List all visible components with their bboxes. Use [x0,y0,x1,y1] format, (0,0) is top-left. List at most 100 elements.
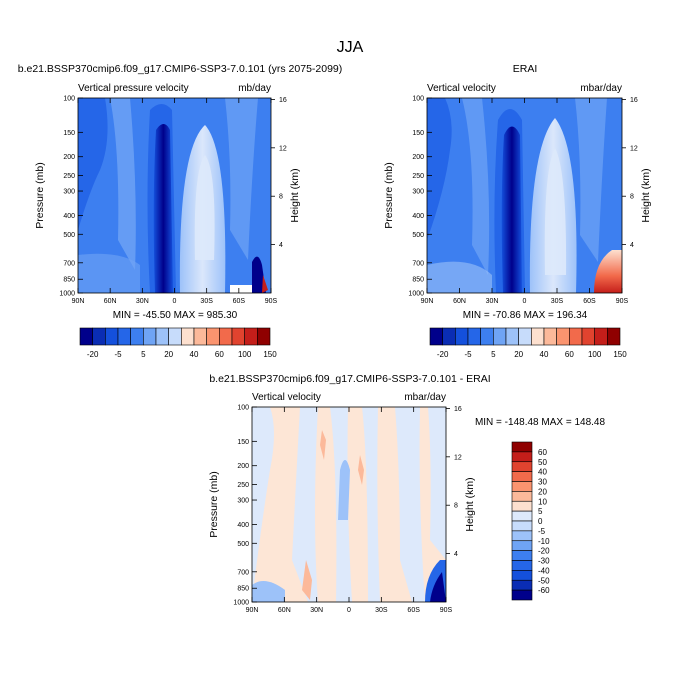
colorbar-label: 5 [538,507,543,516]
colorbar-swatch [511,560,533,571]
y-tick-label: 850 [412,277,424,284]
panel-model-stats: MIN = -45.50 MAX = 985.30 [113,310,238,321]
colorbar-label: -20 [87,350,99,359]
colorbar-label: 40 [540,350,549,359]
panel-obs-left-label: Vertical velocity [427,83,496,94]
x-tick-label: 60S [407,607,420,614]
panel-diff-stats: MIN = -148.48 MAX = 148.48 [475,417,606,428]
colorbar-swatch [117,327,131,346]
colorbar-swatch [143,327,157,346]
y-tick-label: 200 [412,154,424,161]
colorbar-swatch [511,461,533,472]
height-tick-label: 8 [279,194,283,201]
y-tick-label: 100 [412,96,424,103]
colorbar-swatch [581,327,595,346]
colorbar-swatch [505,327,519,346]
colorbar-label: 60 [565,350,574,359]
x-tick-label: 0 [523,298,527,305]
colorbar-swatch [105,327,119,346]
x-tick-label: 30N [310,607,323,614]
colorbar-swatch [429,327,443,346]
colorbar-swatch [511,530,533,542]
colorbar-label: 100 [588,350,602,359]
colorbar-swatch [518,327,532,346]
y-tick-label: 150 [63,130,75,137]
y-tick-label: 300 [237,498,249,505]
panel-obs-title: ERAI [513,63,538,75]
colorbar-swatch [168,327,182,346]
y-tick-label: 300 [412,189,424,196]
colorbar-label: 60 [538,448,547,457]
x-tick-label: 30S [200,298,213,305]
colorbar-swatch [219,327,233,346]
colorbar-obs: -20 -5 5 20 40 60 100 150 [429,327,627,359]
height-tick-label: 16 [454,406,462,413]
colorbar-swatch [511,589,533,601]
colorbar-swatch [79,327,93,346]
y-axis-title: Pressure (mb) [34,162,46,229]
y-tick-label: 250 [412,173,424,180]
colorbar-swatch [480,327,494,346]
y-tick-label: 1000 [59,291,75,298]
colorbar-swatch [181,327,195,346]
y-axis-title: Pressure (mb) [383,162,395,229]
height-tick-label: 8 [630,194,634,201]
colorbar-swatch [442,327,456,346]
panel-model-field [77,97,272,294]
colorbar-label: -60 [538,586,550,595]
y-tick-label: 700 [412,260,424,267]
colorbar-swatch [231,327,245,346]
panel-diff-right-label: mbar/day [404,392,446,403]
panel-diff-title: b.e21.BSSP370cmip6.f09_g17.CMIP6-SSP3-7.… [209,373,490,385]
colorbar-swatch [569,327,583,346]
y-axis-title: Pressure (mb) [208,471,220,538]
x-tick-label: 30N [486,298,499,305]
panel-obs-axes: 90N 60N 30N 0 30S 60S 90S 100 150 200 250 300 400 500… [383,96,652,306]
colorbar-swatch [594,327,608,346]
colorbar-label: 0 [538,517,543,526]
y-tick-label: 300 [63,189,75,196]
height-tick-label: 16 [630,97,638,104]
y-tick-label: 150 [237,439,249,446]
y-tick-label: 250 [63,173,75,180]
y-tick-label: 700 [63,260,75,267]
colorbar-label: 5 [491,350,496,359]
y-tick-label: 200 [237,463,249,470]
colorbar-label: -30 [538,557,550,566]
colorbar-swatch [543,327,557,346]
panel-model-left-label: Vertical pressure velocity [78,83,189,94]
y-tick-label: 850 [237,586,249,593]
x-tick-label: 60S [583,298,596,305]
x-tick-label: 90N [246,607,259,614]
colorbar-swatch [493,327,507,346]
panel-model: b.e21.BSSP370cmip6.f09_g17.CMIP6-SSP3-7.… [18,63,343,321]
panel-obs-right-label: mbar/day [580,83,622,94]
colorbar-label: 40 [538,468,547,477]
colorbar-label: 20 [514,350,523,359]
height-tick-label: 12 [279,145,287,152]
y-tick-label: 500 [412,232,424,239]
panel-diff-axes: 90N 60N 30N 0 30S 60S 90S 100 150 200 250 300 400 500… [208,405,476,615]
panel-obs-stats: MIN = -70.86 MAX = 196.34 [463,310,588,321]
colorbar-swatch [511,500,533,512]
height-tick-label: 16 [279,97,287,104]
colorbar-label: -5 [464,350,472,359]
x-tick-label: 90N [72,298,85,305]
y2-axis-title: Height (km) [640,168,652,222]
height-tick-label: 4 [630,242,634,249]
colorbar-label: -10 [538,537,550,546]
colorbar-label: -20 [437,350,449,359]
y2-axis-title: Height (km) [289,168,301,222]
y-tick-label: 400 [237,522,249,529]
panel-diff-field [251,406,447,603]
x-tick-label: 60S [233,298,246,305]
colorbar-swatch [130,327,144,346]
panel-diff-left-label: Vertical velocity [252,392,321,403]
colorbar-swatch [511,520,533,532]
colorbar-swatch [455,327,469,346]
colorbar-label: -5 [538,527,546,536]
y-tick-label: 100 [63,96,75,103]
colorbar-swatch [531,327,545,346]
colorbar-swatch [511,550,533,561]
